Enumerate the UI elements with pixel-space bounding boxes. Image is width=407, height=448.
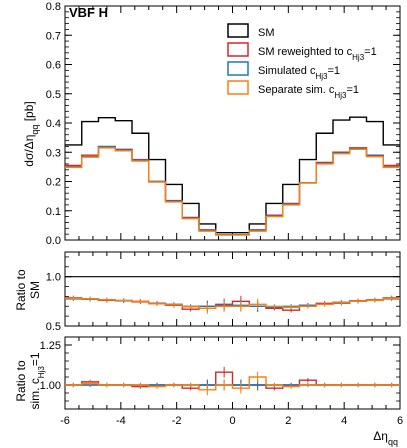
x-tick-label: -4: [116, 415, 126, 427]
legend-swatch: [227, 42, 249, 57]
series-line-sm: [65, 116, 400, 234]
legend-entry: SM reweighted to cHj3=1: [227, 42, 377, 62]
y-tick-label: 0.0: [46, 235, 61, 247]
panel-frame: [64, 5, 401, 241]
y-tick-label: 0.1: [46, 206, 61, 218]
series-line-separate-sim-c-hj3-1: [65, 297, 400, 309]
y-axis-label-main: dσ/Δηqq [pb]: [22, 101, 40, 166]
legend-entry: SM: [227, 23, 275, 39]
x-tick-label: 0: [229, 415, 235, 427]
legend-entry: Simulated cHj3=1: [227, 61, 340, 81]
legend-label: SM: [258, 27, 275, 39]
y-tick-label: 1.00: [40, 380, 61, 392]
y-tick-label: 0.5: [46, 89, 61, 101]
y-tick-label: 0.4: [46, 118, 61, 130]
y-tick-label: 0.3: [46, 147, 61, 159]
legend-entry: Separate sim. cHj3=1: [227, 80, 359, 100]
y-tick-label: 0.2: [46, 177, 61, 189]
x-axis-label: Δηqq: [373, 429, 398, 447]
x-tick-label: -6: [60, 415, 70, 427]
y-tick-label: 0.8: [46, 1, 61, 13]
y-tick-label: 0.6: [46, 60, 61, 72]
legend-label: Separate sim. cHj3=1: [258, 84, 359, 100]
series-line-separate-sim-c-hj3-1: [65, 147, 400, 236]
series-line-simulated-c-hj3-1: [65, 145, 400, 236]
y-tick-label: 0.7: [46, 30, 61, 42]
legend: SM SM reweighted to cHj3=1 Simulated cHj3=…: [227, 23, 377, 100]
panel-1: 0.5 1.0: [46, 251, 401, 333]
y-tick-label: 1.25: [40, 340, 61, 352]
x-tick-label: 4: [341, 415, 347, 427]
legend-label: Simulated cHj3=1: [258, 65, 340, 81]
x-tick-label: 6: [397, 415, 403, 427]
y-tick-label: 0.5: [46, 321, 61, 333]
y-tick-label: 1.0: [46, 272, 61, 284]
y-axis-label-ratio-sm: Ratio toSM: [14, 269, 42, 311]
legend-swatch: [227, 23, 249, 38]
x-tick-label: 2: [285, 415, 291, 427]
panels-layer: 0.0 0.1 0.2 0.3 0.4 0.5 0.6 0.7 0.8 0.5 1.0 1.00 1.2…: [40, 1, 403, 427]
legend-label: SM reweighted to cHj3=1: [258, 46, 377, 62]
x-tick-label: -2: [172, 415, 182, 427]
panel-frame: [64, 251, 401, 327]
chart-title: VBF H: [69, 5, 108, 20]
panel-0: 0.0 0.1 0.2 0.3 0.4 0.5 0.6 0.7 0.8: [46, 1, 401, 247]
legend-swatch: [227, 61, 249, 76]
series-line-sm-reweighted-to-c-hj3-1: [65, 146, 400, 236]
legend-swatch: [227, 80, 249, 95]
panel-2: 1.00 1.25: [40, 336, 401, 410]
y-axis-label-ratio-sim: Ratio tosim. cHj3=1: [14, 352, 46, 409]
